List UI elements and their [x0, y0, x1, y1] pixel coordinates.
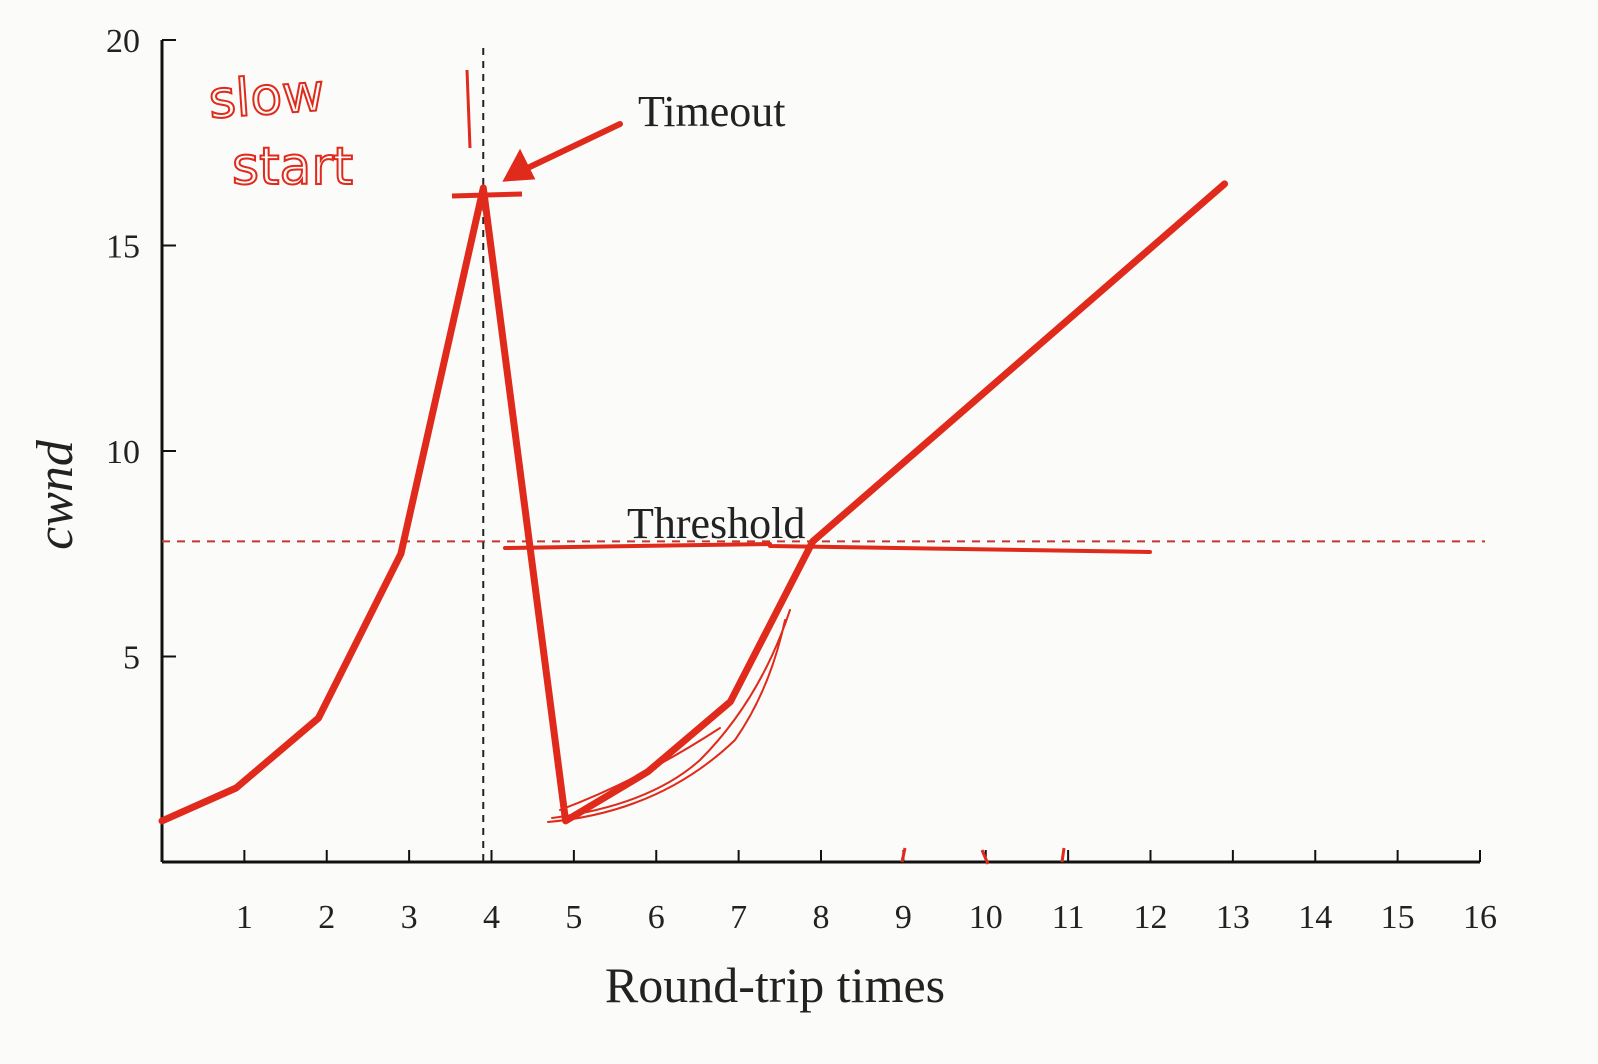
x-tick-label: 15: [1381, 899, 1415, 936]
y-tick-label: 15: [106, 229, 140, 266]
handwritten-threshold-stroke: [503, 542, 1152, 554]
x-tick-label: 6: [648, 899, 665, 936]
data-point: [480, 184, 487, 191]
x-tick-label: 8: [813, 899, 830, 936]
x-tick-label: 11: [1052, 899, 1085, 936]
x-tick-label: 10: [969, 899, 1003, 936]
cwnd-series-line: [158, 180, 1229, 825]
x-tick-label: 12: [1134, 899, 1168, 936]
x-tick-label: 1: [236, 899, 253, 936]
x-tick-label: 2: [318, 899, 335, 936]
handwritten-tick: [980, 849, 990, 865]
x-tick-label: 14: [1298, 899, 1332, 936]
x-tick-label: 7: [730, 899, 747, 936]
handwritten-note-line-1: slow: [207, 63, 327, 131]
data-point: [1221, 180, 1228, 187]
handwritten-curve-scribble: [547, 609, 791, 823]
x-axis-title: Round-trip times: [605, 957, 945, 1013]
data-point: [159, 817, 165, 824]
peak-mark: [451, 191, 523, 199]
data-point: [809, 538, 816, 545]
y-tick-label: 20: [106, 23, 140, 60]
y-axis-title: cwnd: [27, 439, 84, 550]
x-tick-label: 9: [895, 899, 912, 936]
x-tick-label: 13: [1216, 899, 1250, 936]
x-tick-label: 16: [1463, 899, 1497, 936]
timeout-arrow-head: [502, 148, 536, 182]
y-tick-label: 5: [123, 640, 140, 677]
timeout-arrow-shaft: [512, 121, 623, 177]
guide-lines: [162, 48, 1485, 862]
handwritten-stroke: [465, 69, 472, 149]
x-tick-label: 3: [401, 899, 418, 936]
handwritten-note-line-2: start: [232, 137, 353, 197]
x-tick-label: 4: [483, 899, 500, 936]
data-point: [233, 785, 240, 792]
y-tick-label: 10: [106, 434, 140, 471]
data-point: [315, 715, 322, 722]
threshold-label: Threshold: [627, 499, 805, 548]
x-tick-label: 5: [565, 899, 582, 936]
handwritten-tick: [900, 847, 907, 863]
series-layer: [158, 180, 1229, 825]
data-point: [397, 550, 404, 557]
data-point: [727, 698, 734, 705]
handwritten-tick: [1060, 847, 1066, 863]
timeout-label: Timeout: [638, 87, 786, 136]
